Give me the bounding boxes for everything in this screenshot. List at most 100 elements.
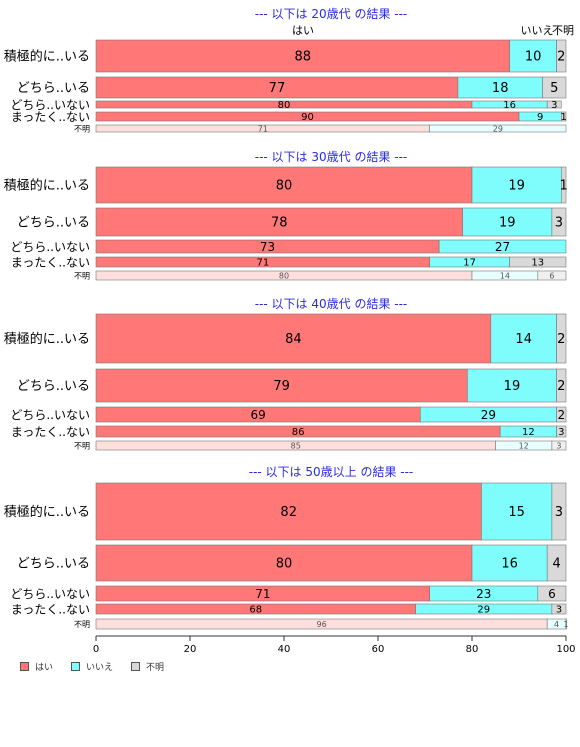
bar-value-label: 14 (515, 332, 532, 347)
bar-value-label: 1 (560, 179, 568, 194)
header-yes-label: はい (292, 24, 314, 37)
panel-title: --- 以下は 30歳代 の結果 --- (255, 150, 408, 164)
bar-segment-yes (95, 39, 510, 73)
bar-segment-yes (95, 313, 492, 364)
bar-segment-yes (95, 544, 473, 582)
bar-value-label: 12 (519, 441, 529, 450)
bar-value-label: 3 (558, 427, 564, 438)
bar-value-label: 10 (525, 50, 542, 65)
bar-value-label: 96 (317, 620, 327, 629)
bar-segment-unknown (556, 313, 567, 364)
row-label: 不明 (74, 271, 90, 280)
row-label: まったく..ない (11, 425, 90, 439)
bar-value-label: 79 (273, 379, 290, 394)
bar-value-label: 80 (276, 179, 293, 194)
legend-label-unknown: 不明 (146, 663, 165, 673)
panel-title: --- 以下は 20歳代 の結果 --- (255, 7, 408, 21)
bar-segment-no (490, 313, 557, 364)
bar-value-label: 4 (554, 620, 559, 629)
legend-item-unknown: 不明 (131, 660, 164, 673)
row-label: まったく..ない (11, 255, 90, 269)
row-label: 積極的に..いる (4, 49, 90, 65)
bar-value-label: 3 (555, 505, 563, 520)
bar-value-label: 77 (269, 81, 286, 96)
bar-segment-unknown (560, 111, 567, 122)
legend-label-yes: はい (35, 663, 54, 673)
bar-value-label: 1 (563, 620, 568, 629)
bar-segment-unknown (546, 100, 562, 109)
x-tick-label: 100 (556, 644, 575, 655)
row-label: どちら..いない (10, 240, 90, 254)
bar-value-label: 68 (249, 605, 262, 616)
bar-segment-unknown (551, 603, 567, 615)
bar-value-label: 88 (295, 50, 312, 65)
bar-value-label: 84 (285, 332, 302, 347)
bar-segment-unknown (551, 207, 567, 237)
legend-item-yes: はい (20, 660, 53, 673)
bar-segment-unknown (560, 166, 567, 204)
bar-segment-no (471, 544, 548, 582)
x-tick-label: 20 (184, 644, 197, 655)
bar-segment-no (429, 124, 567, 133)
row-label: 積極的に..いる (4, 331, 90, 347)
bar-value-label: 69 (251, 408, 266, 422)
legend: はい いいえ 不明 (20, 660, 164, 673)
panel-title: --- 以下は 40歳代 の結果 --- (255, 297, 408, 311)
bar-value-label: 2 (557, 332, 565, 347)
bar-segment-no (438, 239, 567, 254)
bar-value-label: 18 (492, 81, 509, 96)
header-no-label: いいえ (521, 24, 554, 37)
bar-value-label: 82 (280, 505, 297, 520)
bar-segment-no (509, 39, 557, 73)
row-label: どちら..いる (17, 557, 90, 572)
row-label: 積極的に..いる (4, 504, 90, 520)
bar-value-label: 19 (508, 179, 525, 194)
bar-segment-unknown (556, 406, 567, 423)
bar-value-label: 1 (560, 112, 566, 123)
bar-value-label: 27 (495, 240, 510, 254)
bar-value-label: 2 (557, 408, 565, 422)
x-tick-label: 40 (278, 644, 291, 655)
bar-value-label: 16 (503, 100, 516, 111)
row-label: まったく..ない (11, 602, 90, 616)
bar-value-label: 13 (531, 258, 544, 269)
bar-segment-yes (95, 482, 482, 541)
bar-segment-unknown (551, 440, 567, 451)
bar-value-label: 3 (556, 605, 562, 616)
bar-segment-unknown (556, 39, 567, 73)
bar-segment-unknown (565, 618, 567, 630)
row-label: 積極的に..いる (4, 178, 90, 194)
x-tick-label: 60 (372, 644, 385, 655)
bar-value-label: 78 (271, 216, 288, 231)
bar-value-label: 3 (556, 441, 561, 450)
x-tick-label: 80 (466, 644, 479, 655)
bar-value-label: 80 (278, 100, 291, 111)
bar-value-label: 16 (501, 557, 518, 572)
bar-value-label: 90 (301, 112, 314, 123)
bar-value-label: 19 (499, 216, 516, 231)
bar-value-label: 29 (493, 124, 503, 133)
bar-value-label: 71 (256, 258, 269, 269)
bar-value-label: 4 (552, 557, 560, 572)
x-tick-label: 0 (93, 644, 99, 655)
row-label: 不明 (74, 620, 90, 629)
row-label: どちら..いる (17, 81, 90, 96)
legend-item-no: いいえ (71, 660, 113, 673)
row-label: どちら..いない (10, 98, 90, 112)
bar-value-label: 80 (279, 271, 289, 280)
bar-value-label: 85 (291, 441, 301, 450)
bar-segment-no (481, 482, 553, 541)
bar-value-label: 80 (276, 557, 293, 572)
bar-value-label: 19 (504, 379, 521, 394)
bar-value-label: 29 (481, 408, 496, 422)
row-label: どちら..いる (17, 379, 90, 394)
bar-value-label: 3 (551, 100, 557, 111)
legend-swatch-yes (20, 662, 29, 671)
bar-value-label: 29 (477, 605, 490, 616)
bar-value-label: 2 (557, 379, 565, 394)
bar-segment-unknown (556, 368, 567, 403)
row-label: 不明 (74, 441, 90, 450)
bar-value-label: 15 (508, 505, 525, 520)
bar-value-label: 86 (292, 427, 305, 438)
bar-value-label: 5 (550, 81, 558, 96)
